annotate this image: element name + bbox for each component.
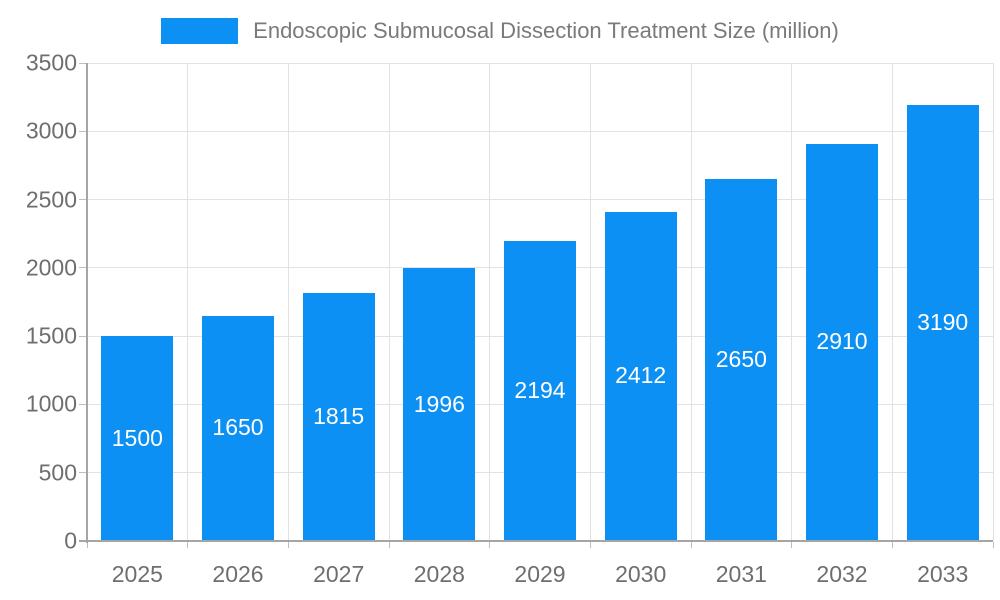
gridline-vertical bbox=[891, 63, 893, 541]
y-axis-line bbox=[86, 63, 88, 543]
x-axis-tick bbox=[690, 542, 692, 548]
gridline-vertical bbox=[690, 63, 692, 541]
bar-value-label: 2650 bbox=[715, 346, 767, 373]
x-axis-category-label: 2033 bbox=[917, 561, 969, 587]
y-axis-tick bbox=[79, 267, 87, 269]
x-axis-tick bbox=[589, 542, 591, 548]
x-axis-category-label: 2029 bbox=[514, 561, 566, 587]
gridline-horizontal bbox=[87, 199, 993, 201]
bar-value-label: 1500 bbox=[111, 424, 163, 451]
y-axis-tick-label: 500 bbox=[38, 459, 77, 486]
gridline-vertical bbox=[388, 63, 390, 541]
y-axis-tick-label: 3000 bbox=[25, 117, 77, 144]
bar[interactable]: 1815 bbox=[302, 293, 375, 540]
x-axis-category-label: 2026 bbox=[212, 561, 264, 587]
x-axis-tick bbox=[86, 542, 88, 548]
gridline-horizontal bbox=[87, 62, 993, 64]
gridline-vertical bbox=[589, 63, 591, 541]
y-axis-tick-label: 3500 bbox=[25, 49, 77, 76]
gridline-vertical bbox=[791, 63, 793, 541]
x-axis-category-label: 2028 bbox=[413, 561, 465, 587]
y-axis-tick bbox=[79, 403, 87, 405]
chart-legend[interactable]: Endoscopic Submucosal Dissection Treatme… bbox=[0, 17, 1000, 45]
bar[interactable]: 1500 bbox=[101, 336, 174, 540]
y-axis-tick-label: 2500 bbox=[25, 186, 77, 213]
x-axis-category-label: 2027 bbox=[313, 561, 365, 587]
y-axis-tick bbox=[79, 335, 87, 337]
x-axis-category-label: 2031 bbox=[715, 561, 767, 587]
x-axis-tick bbox=[287, 542, 289, 548]
bar-value-label: 1996 bbox=[413, 390, 465, 417]
bar[interactable]: 2412 bbox=[604, 211, 677, 540]
y-axis-tick bbox=[79, 62, 87, 64]
bar-value-label: 2412 bbox=[615, 362, 667, 389]
legend-label: Endoscopic Submucosal Dissection Treatme… bbox=[253, 18, 839, 43]
x-axis-tick bbox=[388, 542, 390, 548]
y-axis-tick bbox=[79, 130, 87, 132]
y-axis-tick-label: 1500 bbox=[25, 322, 77, 349]
x-axis-line bbox=[79, 540, 993, 542]
bar[interactable]: 3190 bbox=[906, 105, 979, 540]
bar-value-label: 3190 bbox=[917, 309, 969, 336]
bar-value-label: 2194 bbox=[514, 377, 566, 404]
bar[interactable]: 2650 bbox=[705, 179, 778, 540]
bar[interactable]: 2910 bbox=[806, 143, 878, 540]
x-axis-category-label: 2025 bbox=[111, 561, 163, 587]
y-axis-tick bbox=[79, 199, 87, 201]
legend-swatch-icon bbox=[161, 18, 239, 44]
x-axis-tick bbox=[992, 542, 994, 548]
bar[interactable]: 1650 bbox=[202, 315, 274, 540]
x-axis-category-label: 2030 bbox=[615, 561, 667, 587]
x-axis-tick bbox=[489, 542, 491, 548]
x-axis-tick bbox=[187, 542, 189, 548]
y-axis-tick-label: 0 bbox=[64, 527, 77, 554]
y-axis-tick bbox=[79, 472, 87, 474]
bar[interactable]: 1996 bbox=[403, 268, 476, 540]
bar-value-label: 1650 bbox=[212, 414, 264, 441]
gridline-vertical bbox=[187, 63, 189, 541]
bar[interactable]: 2194 bbox=[504, 241, 576, 540]
gridline-vertical bbox=[489, 63, 491, 541]
x-axis-tick bbox=[891, 542, 893, 548]
x-axis-tick bbox=[791, 542, 793, 548]
y-axis-tick-label: 1000 bbox=[25, 390, 77, 417]
bar-value-label: 1815 bbox=[313, 403, 365, 430]
x-axis-category-label: 2032 bbox=[816, 561, 868, 587]
gridline-vertical bbox=[287, 63, 289, 541]
gridline-horizontal bbox=[87, 130, 993, 132]
gridline-vertical bbox=[992, 63, 994, 541]
bar-value-label: 2910 bbox=[816, 328, 868, 355]
y-axis-tick-label: 2000 bbox=[25, 254, 77, 281]
